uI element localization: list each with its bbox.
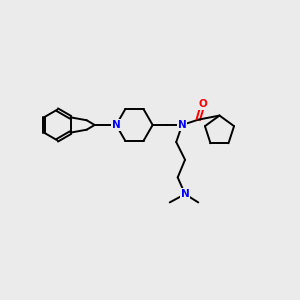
Text: N: N [181,189,189,199]
Text: N: N [178,120,187,130]
Text: O: O [198,99,207,110]
Text: N: N [112,120,121,130]
